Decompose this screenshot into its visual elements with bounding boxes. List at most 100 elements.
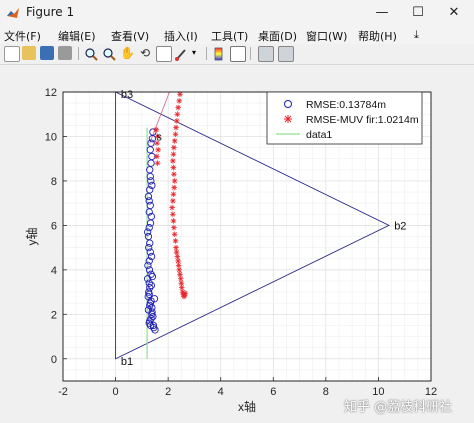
y-axis-label: y轴 [24,227,39,245]
data-point-asterisk [170,191,177,198]
y-tick-label: 8 [51,176,57,188]
chevron-down-icon[interactable]: ▾ [192,48,197,57]
x-tick-label: 0 [113,386,119,398]
menu-desktop[interactable]: 桌面(D) [258,30,298,43]
watermark: 知乎 @荔枝科研社 [344,400,453,415]
data-point-asterisk [170,198,176,204]
data-point-circle [145,208,153,216]
data-point-circle [147,281,155,290]
data-point-circle [145,243,153,252]
pan-icon[interactable]: ✋ [120,46,135,60]
new-figure-icon[interactable] [4,46,20,62]
legend-asterisk-marker [284,115,292,123]
data-point-asterisk [178,280,185,286]
data-point-asterisk [172,131,179,138]
data-point-asterisk [153,126,160,133]
menu-insert[interactable]: 插入(I) [164,30,198,43]
data-point-circle [144,192,153,201]
data-point-asterisk [176,98,182,104]
data-point-asterisk [174,111,181,118]
data-point-circle [145,223,153,232]
data-point-asterisk [171,184,177,191]
insert-colorbar-icon[interactable] [212,46,226,61]
data-point-asterisk [172,238,179,244]
menu-file[interactable]: 文件(F) [4,30,41,43]
menu-view[interactable]: 查看(V) [111,30,150,43]
data-point-asterisk [177,275,184,282]
axes-box [62,91,432,382]
y-tick-label: 0 [51,354,57,366]
data-point-asterisk [170,218,177,224]
menu-help[interactable]: 帮助(H) [358,30,397,43]
data-point-asterisk [177,271,183,278]
menu-bar: 文件(F) 编辑(E) 查看(V) 插入(I) 工具(T) 桌面(D) 窗口(W… [0,26,474,44]
annotation-b3: b3 [121,89,133,101]
data-point-asterisk [171,178,178,184]
menu-edit[interactable]: 编辑(E) [58,30,96,43]
insert-legend-icon[interactable] [230,46,246,62]
data-point-asterisk [175,262,182,269]
data-point-circle [147,252,156,261]
minimize-button[interactable]: — [375,5,389,20]
data-point-asterisk [179,284,185,291]
data-point-asterisk [173,244,179,251]
anchor-triangle [115,91,390,360]
data-point-circle [148,272,157,281]
data-point-circle [149,321,158,330]
data-point-asterisk [171,224,177,231]
y-tick-label: 6 [51,220,57,232]
data-point-asterisk [173,249,180,255]
data-point-asterisk [174,253,181,260]
data-point-asterisk [173,124,179,131]
zoom-out-icon[interactable] [102,46,116,61]
toolbar: ✋ ⟲ ▾ [0,44,474,65]
data-point-circle [146,172,154,181]
open-file-icon[interactable] [22,46,36,60]
x-tick-label: 12 [425,386,437,398]
menu-window[interactable]: 窗口(W) [306,30,348,43]
data-point-asterisk [182,290,189,296]
data-point-asterisk [175,104,181,111]
x-axis-label: x轴 [238,399,256,414]
data-point-asterisk [154,160,161,166]
save-icon[interactable] [40,46,54,60]
menu-tools[interactable]: 工具(T) [211,30,249,43]
data-point-asterisk [155,147,161,153]
legend-entry-rmse-muv: RMSE-MUV fir:1.0214m [306,114,419,126]
plot-svg: -2 0 2 4 6 8 10 12 0 2 4 6 8 10 12 b1 b2 b3 s x轴 y轴 RMSE:… [24,87,437,414]
data-point-circle [146,299,154,307]
legend[interactable]: RMSE:0.13784m RMSE-MUV fir:1.0214m data1 [266,91,423,145]
y-tick-label: 4 [51,265,57,277]
close-button[interactable]: ✕ [448,5,460,20]
data-point-asterisk [171,138,178,144]
y-tick-label: 2 [51,309,57,321]
menu-pin-icon[interactable]: ⤓ [414,28,419,41]
data-point-asterisk [170,211,176,218]
print-icon[interactable] [58,46,72,60]
brush-icon[interactable] [174,46,188,61]
data-point-circle [147,159,155,167]
data-point-circle [147,177,155,185]
annotation-s: s [156,131,162,143]
data-point-circle [148,308,156,316]
x-tick-label: 10 [372,386,384,398]
x-tick-label: 4 [218,386,224,398]
annotation-b2: b2 [394,220,406,232]
data-point-circle [144,261,152,270]
maximize-button[interactable]: ☐ [412,5,424,20]
zoom-in-icon[interactable] [84,46,98,61]
show-plot-tools-icon[interactable] [278,46,294,62]
data-point-circle [145,197,153,205]
hide-plot-tools-icon[interactable] [258,46,274,62]
legend-entry-rmse: RMSE:0.13784m [306,99,386,111]
data-point-asterisk [171,231,178,238]
data-point-asterisk [175,258,181,264]
data-cursor-icon[interactable] [156,46,172,62]
data-point-asterisk [169,204,175,211]
data-point-circle [151,326,159,334]
data-point-circle [143,275,152,283]
window-title: Figure 1 [26,5,75,19]
data-point-circle [146,239,154,247]
rotate-3d-icon[interactable]: ⟲ [139,46,151,60]
data-point-circle [148,135,157,143]
